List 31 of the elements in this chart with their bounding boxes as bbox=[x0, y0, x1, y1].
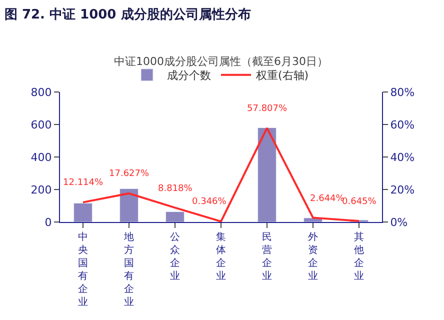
x-tick-label: 外资企业 bbox=[308, 232, 318, 282]
y-tick-label: 600 bbox=[30, 118, 52, 132]
data-label: 0.346% bbox=[192, 197, 227, 207]
bar bbox=[74, 202, 92, 222]
bar bbox=[258, 128, 276, 222]
data-label: 12.114% bbox=[63, 178, 104, 188]
x-tick-label: 其他企业 bbox=[354, 231, 364, 282]
chart-subtitle: 中证1000成分股公司属性（截至6月30日） bbox=[114, 55, 328, 68]
legend-label: 成分个数 bbox=[167, 69, 211, 82]
y2-tick-label: 60% bbox=[390, 118, 415, 132]
x-tick-label: 地方国有企业 bbox=[123, 231, 134, 308]
y-tick-label: 200 bbox=[30, 183, 52, 196]
data-label: 0.645% bbox=[342, 197, 377, 207]
bar bbox=[166, 212, 184, 222]
chart-title: 图 72. 中证 1000 成分股的公司属性分布 bbox=[4, 8, 251, 23]
x-tick-label: 公众企业 bbox=[170, 231, 180, 282]
y2-tick-label: 80% bbox=[390, 86, 415, 99]
y-tick-label: 0 bbox=[44, 216, 52, 229]
data-label: 57.807% bbox=[247, 104, 288, 114]
x-tick-label: 民营企业 bbox=[262, 232, 272, 282]
x-tick-label: 集体企业 bbox=[216, 231, 226, 282]
data-label: 17.627% bbox=[109, 169, 150, 179]
legend-label: 权重(右轴) bbox=[255, 69, 309, 82]
data-label: 8.818% bbox=[158, 184, 193, 194]
x-tick-label: 中央国有企业 bbox=[78, 231, 88, 308]
y-tick-label: 800 bbox=[30, 86, 52, 99]
y2-tick-label: 40% bbox=[390, 150, 415, 164]
y2-tick-label: 20% bbox=[390, 183, 415, 196]
bar bbox=[120, 188, 138, 222]
y2-tick-label: 0% bbox=[390, 216, 408, 229]
y-tick-label: 400 bbox=[30, 150, 52, 164]
